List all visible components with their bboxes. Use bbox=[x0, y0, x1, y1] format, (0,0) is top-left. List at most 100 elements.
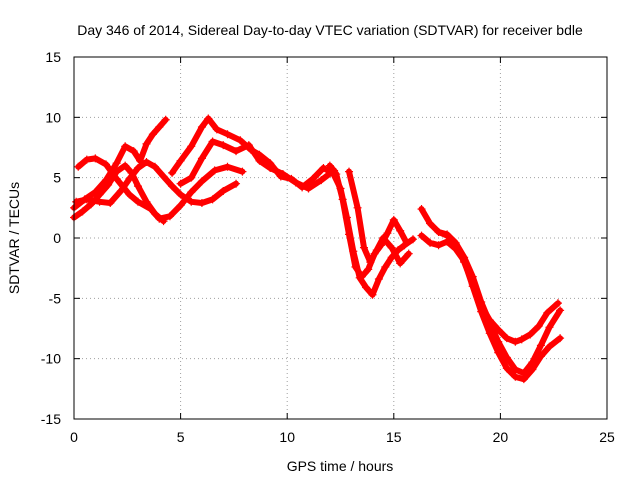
data-point bbox=[545, 323, 554, 332]
data-point bbox=[204, 114, 213, 123]
data-point bbox=[197, 154, 206, 163]
data-point bbox=[556, 334, 565, 343]
data-point bbox=[345, 167, 354, 176]
data-point bbox=[379, 234, 388, 242]
data-point bbox=[72, 197, 81, 206]
data-point bbox=[238, 167, 247, 176]
series-trace bbox=[71, 116, 169, 211]
data-point bbox=[342, 213, 351, 222]
data-point bbox=[148, 130, 157, 139]
data-point bbox=[236, 136, 245, 145]
data-point bbox=[543, 308, 552, 317]
data-point bbox=[232, 179, 241, 188]
data-point bbox=[366, 258, 375, 267]
data-point bbox=[451, 238, 460, 247]
data-point bbox=[374, 275, 383, 284]
data-point bbox=[142, 157, 151, 166]
data-point bbox=[91, 154, 100, 163]
data-point bbox=[112, 174, 121, 183]
data-point bbox=[278, 170, 287, 179]
series-arc3 bbox=[74, 154, 247, 223]
data-point bbox=[168, 182, 177, 191]
data-point bbox=[155, 214, 164, 223]
data-point bbox=[187, 197, 196, 206]
data-point bbox=[426, 238, 435, 247]
series-trace bbox=[75, 155, 246, 222]
data-point bbox=[223, 130, 232, 139]
data-point bbox=[223, 162, 232, 171]
data-point bbox=[176, 190, 185, 199]
data-point bbox=[95, 190, 104, 199]
x-tick-label: 0 bbox=[70, 429, 78, 445]
data-point bbox=[553, 299, 562, 308]
data-point bbox=[187, 142, 196, 151]
data-point bbox=[146, 205, 155, 214]
series-trace bbox=[418, 232, 564, 383]
data-point bbox=[511, 372, 520, 381]
data-point bbox=[104, 180, 113, 189]
data-point bbox=[325, 161, 334, 170]
data-point bbox=[502, 364, 511, 373]
data-point bbox=[336, 184, 345, 193]
data-point bbox=[400, 241, 409, 250]
x-tick-label: 5 bbox=[177, 429, 185, 445]
data-point bbox=[534, 322, 543, 331]
data-point bbox=[353, 203, 362, 212]
data-point bbox=[133, 164, 142, 173]
data-point bbox=[133, 182, 142, 191]
x-tick-label: 15 bbox=[386, 429, 402, 445]
data-point bbox=[129, 147, 138, 156]
grid bbox=[74, 57, 607, 419]
data-point bbox=[396, 259, 405, 268]
y-axis-label: SDTVAR / TECUs bbox=[6, 182, 22, 294]
x-tick-label: 25 bbox=[599, 429, 615, 445]
data-point bbox=[545, 342, 554, 351]
y-tick-label: 15 bbox=[45, 49, 61, 65]
data-point bbox=[121, 142, 130, 151]
series-arc9 bbox=[345, 167, 413, 268]
data-point bbox=[255, 156, 264, 165]
data-point bbox=[74, 162, 83, 171]
data-point bbox=[502, 353, 511, 362]
data-point bbox=[417, 205, 426, 214]
y-tick-label: 5 bbox=[53, 170, 61, 186]
data-point bbox=[219, 186, 228, 195]
data-point bbox=[494, 337, 503, 346]
series-trace bbox=[71, 162, 167, 225]
data-point bbox=[317, 176, 326, 185]
y-tick-label: -10 bbox=[41, 351, 61, 367]
data-point bbox=[372, 246, 381, 255]
data-point bbox=[556, 306, 565, 315]
data-point bbox=[443, 237, 452, 246]
series-arc8 bbox=[330, 171, 417, 299]
data-point bbox=[82, 195, 91, 204]
data-point bbox=[308, 174, 317, 183]
data-point bbox=[82, 155, 91, 164]
data-point bbox=[460, 253, 469, 262]
data-point bbox=[197, 177, 206, 186]
data-point bbox=[210, 166, 219, 175]
data-point bbox=[78, 207, 87, 216]
data-point bbox=[212, 125, 221, 134]
x-tick-label: 20 bbox=[493, 429, 509, 445]
data-point bbox=[133, 197, 142, 206]
data-point bbox=[404, 249, 413, 258]
data-point bbox=[426, 219, 435, 228]
data-point bbox=[330, 171, 339, 180]
data-point bbox=[116, 186, 125, 195]
data-point bbox=[517, 335, 526, 344]
axis-ticks: 0 5 10 15 20 25 -15 -10 -5 0 5 10 15 bbox=[41, 49, 615, 445]
data-point bbox=[368, 290, 377, 299]
data-point bbox=[502, 334, 511, 343]
data-point bbox=[266, 164, 275, 173]
data-point bbox=[155, 122, 164, 131]
data-point bbox=[232, 147, 241, 156]
data-point bbox=[511, 365, 520, 374]
data-point bbox=[165, 212, 174, 221]
data-point bbox=[417, 231, 426, 240]
x-axis-label: GPS time / hours bbox=[287, 458, 394, 474]
data-point bbox=[187, 188, 196, 197]
data-point bbox=[187, 173, 196, 182]
data-point bbox=[362, 283, 371, 292]
